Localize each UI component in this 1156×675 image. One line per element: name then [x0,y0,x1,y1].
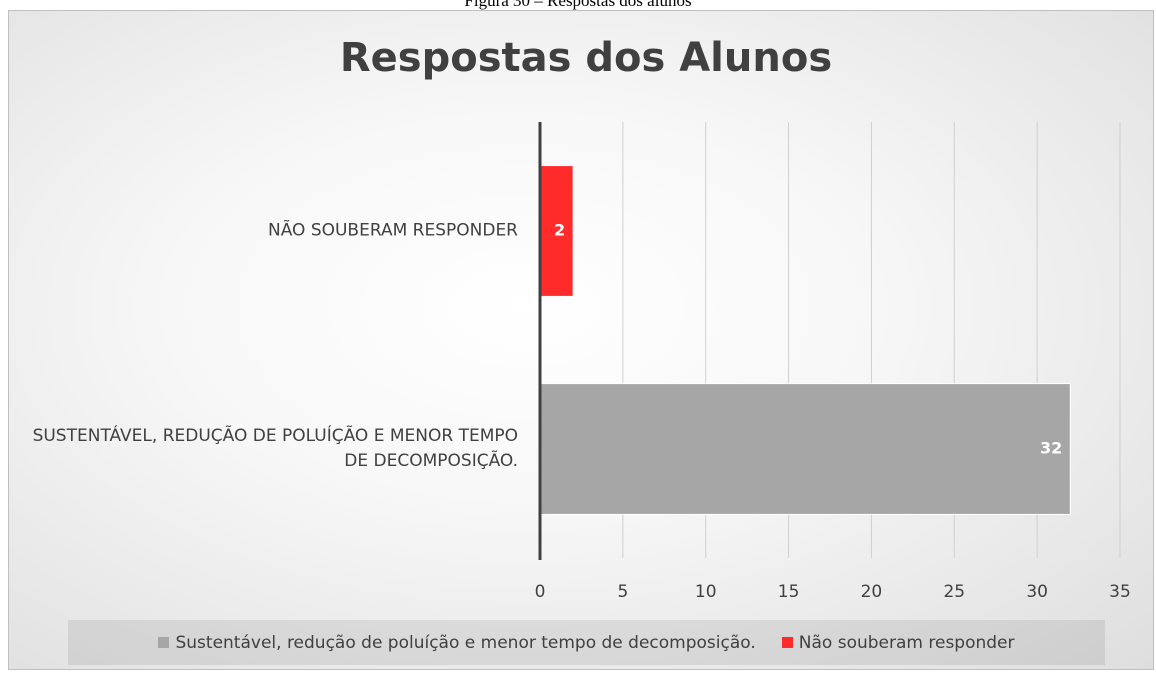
data-label: 2 [554,221,565,240]
legend-item: Sustentável, redução de poluíção e menor… [158,632,756,653]
x-tick-label: 20 [861,582,883,602]
bar [539,383,1071,515]
x-tick-label: 25 [943,582,965,602]
legend-swatch [781,637,793,648]
chart-title: Respostas dos Alunos [340,35,832,81]
legend-swatch [158,637,170,648]
bar [539,165,574,297]
caption: Figura 30 – Respostas dos alunos [464,0,692,10]
data-label: 32 [1040,439,1062,458]
x-tick-label: 15 [778,582,800,602]
legend-item: Não souberam responder [781,632,1015,653]
x-tick-label: 0 [535,582,546,602]
x-tick-label: 30 [1026,582,1048,602]
legend: Sustentável, redução de poluíção e menor… [68,620,1105,665]
x-tick-label: 5 [617,582,628,602]
legend-label: Não souberam responder [798,632,1015,653]
x-tick-label: 35 [1109,582,1131,602]
chart-frame [8,10,1154,670]
category-label: SUSTENTÁVEL, REDUÇÃO DE POLUÍÇÃO E MENOR… [32,426,518,471]
category-label: NÃO SOUBERAM RESPONDER [267,220,518,241]
x-tick-label: 10 [695,582,717,602]
legend-label: Sustentável, redução de poluíção e menor… [175,632,756,653]
